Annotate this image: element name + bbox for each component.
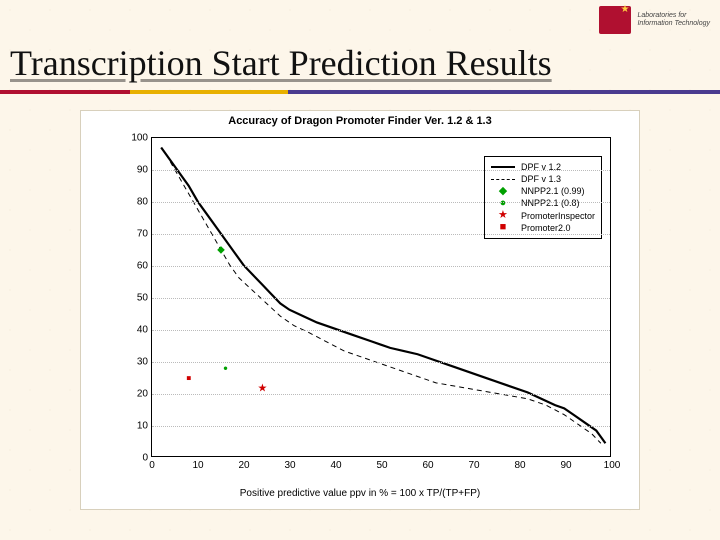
x-tick-label: 100 [604,456,621,471]
y-tick-label: 50 [126,293,152,304]
legend-swatch: ★ [491,210,515,221]
legend-label: DPF v 1.2 [521,161,561,173]
gridline [152,234,610,235]
legend-row: ● NNPP2.1 (0.8) [491,197,595,209]
y-tick-label: 0 [126,453,152,464]
title-rule-segment [288,90,720,94]
legend-row: DPF v 1.2 [491,161,595,173]
legend-swatch: ◆ [491,186,515,197]
x-axis-label: Positive predictive value ppv in % = 100… [81,488,639,499]
logo-text: Laboratories for Information Technology [637,12,710,27]
legend-label: NNPP2.1 (0.8) [521,197,580,209]
x-tick-label: 20 [238,456,249,471]
x-tick-label: 50 [376,456,387,471]
logo: Laboratories for Information Technology [599,6,710,34]
y-tick-label: 30 [126,357,152,368]
legend-label: PromoterInspector [521,210,595,222]
y-tick-label: 90 [126,165,152,176]
chart-title: Accuracy of Dragon Promoter Finder Ver. … [81,115,639,127]
series-marker: ★ [257,381,267,394]
gridline [152,298,610,299]
gridline [152,362,610,363]
logo-line1: Laboratories for [637,12,710,20]
chart: Accuracy of Dragon Promoter Finder Ver. … [80,110,640,510]
legend-swatch [491,166,515,168]
plot-area: DPF v 1.2DPF v 1.3 ◆ NNPP2.1 (0.99) ● NNPP2.… [151,137,611,457]
slide-title: Transcription Start Prediction Results [10,42,552,84]
legend-row: ■ Promoter2.0 [491,222,595,234]
y-tick-label: 80 [126,197,152,208]
legend-swatch: ● [491,198,515,209]
gridline [152,266,610,267]
x-tick-label: 10 [192,456,203,471]
gridline [152,170,610,171]
y-tick-label: 70 [126,229,152,240]
gridline [152,202,610,203]
legend-label: DPF v 1.3 [521,173,561,185]
y-tick-label: 60 [126,261,152,272]
x-tick-label: 90 [560,456,571,471]
legend: DPF v 1.2DPF v 1.3 ◆ NNPP2.1 (0.99) ● NNPP2.… [484,156,602,239]
x-tick-label: 70 [468,456,479,471]
y-tick-label: 10 [126,421,152,432]
x-tick-label: 60 [422,456,433,471]
gridline [152,426,610,427]
gridline [152,330,610,331]
title-rule [0,90,720,94]
x-tick-label: 40 [330,456,341,471]
legend-swatch: ■ [491,222,515,233]
x-tick-label: 0 [149,456,155,471]
y-tick-label: 20 [126,389,152,400]
logo-line2: Information Technology [637,20,710,28]
y-tick-label: 100 [126,133,152,144]
series-marker: ● [223,364,228,373]
legend-row: ◆ NNPP2.1 (0.99) [491,185,595,197]
x-tick-label: 80 [514,456,525,471]
series-marker: ■ [186,374,191,383]
legend-label: NNPP2.1 (0.99) [521,185,585,197]
title-rule-segment [130,90,288,94]
x-tick-label: 30 [284,456,295,471]
logo-mark [599,6,631,34]
y-tick-label: 40 [126,325,152,336]
title-rule-segment [0,90,130,94]
legend-label: Promoter2.0 [521,222,571,234]
legend-row: DPF v 1.3 [491,173,595,185]
legend-swatch [491,179,515,180]
gridline [152,394,610,395]
series-marker: ◆ [217,245,225,256]
legend-row: ★ PromoterInspector [491,210,595,222]
